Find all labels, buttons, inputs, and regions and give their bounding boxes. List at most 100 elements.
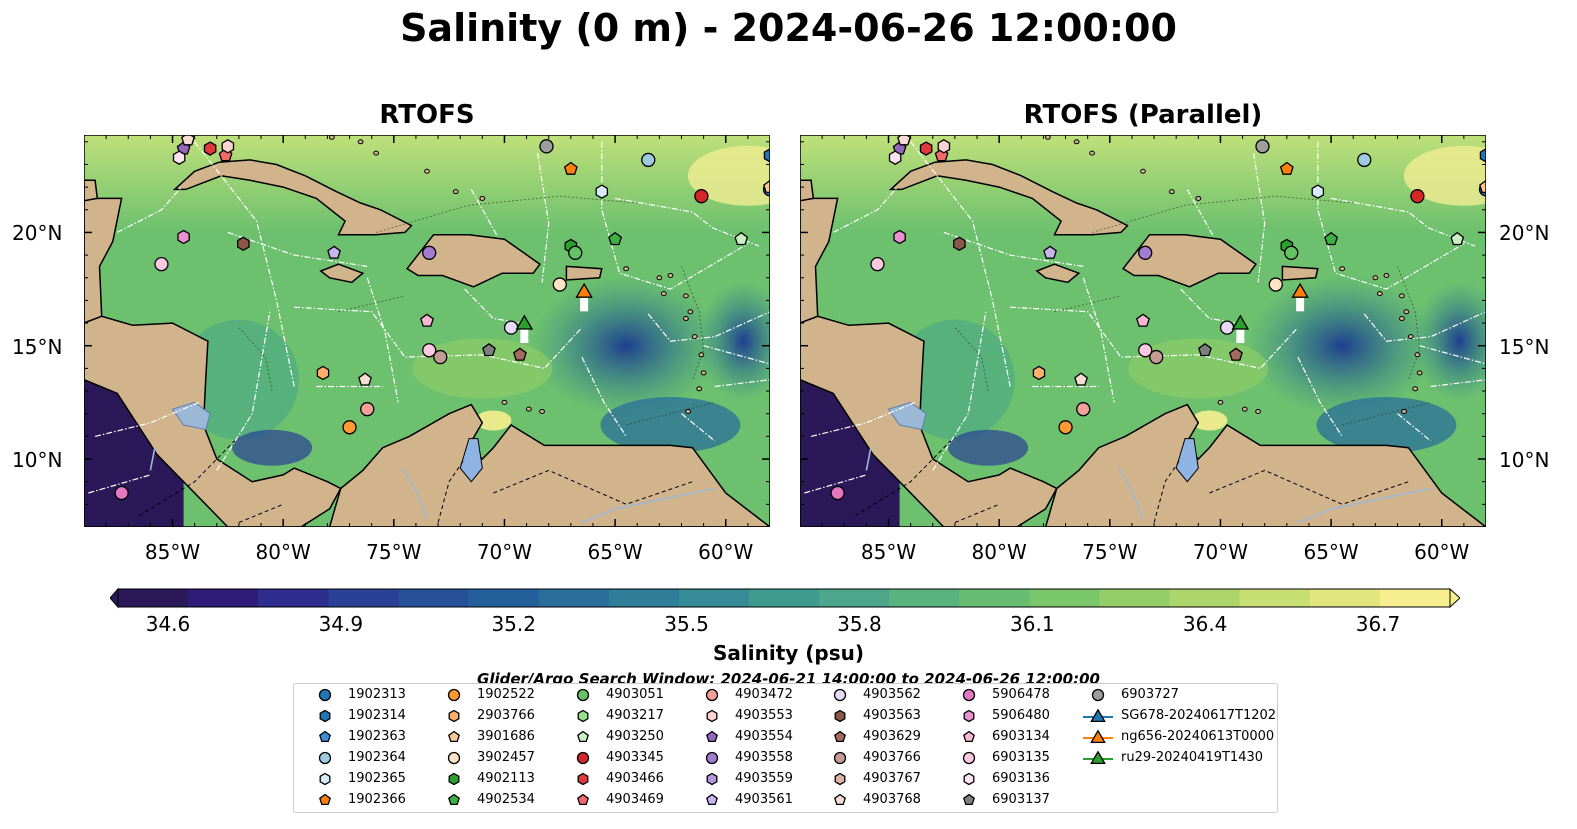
float-marker-4902534 xyxy=(608,231,623,246)
legend-label: 4903558 xyxy=(735,750,793,765)
colorbar-extend-low xyxy=(110,587,119,609)
float-marker-4903561 xyxy=(1043,245,1057,259)
legend-label: 1902364 xyxy=(348,750,406,765)
colorbar-extend-high xyxy=(1449,587,1460,609)
legend-circle-marker xyxy=(318,688,332,702)
float-marker-1902364 xyxy=(641,152,656,168)
legend-pentagon-marker xyxy=(319,793,331,806)
float-marker-1902366 xyxy=(563,161,578,175)
lon-label-right-80w: 80°W xyxy=(971,540,1027,564)
lat-label-right-15n: 15°N xyxy=(1499,335,1550,359)
legend-marker-pentagon xyxy=(963,730,975,743)
float-marker-1902522 xyxy=(342,420,357,435)
float-marker-4903051 xyxy=(568,245,583,260)
legend-hexagon-marker xyxy=(834,772,846,786)
colorbar-segment xyxy=(678,589,750,607)
legend-marker-pentagon xyxy=(319,730,331,743)
map-panel-rtofs[interactable] xyxy=(83,132,808,528)
float-marker-6903135 xyxy=(1138,343,1153,358)
legend-circle-marker xyxy=(705,751,719,765)
legend-circle-marker xyxy=(318,751,332,765)
legend-marker-hexagon xyxy=(577,709,589,723)
float-marker-4903563 xyxy=(237,236,250,252)
legend-marker-pentagon xyxy=(706,793,718,806)
legend-label: 4903559 xyxy=(735,771,793,786)
legend-marker-triangle-line xyxy=(1083,729,1113,744)
legend-marker-pentagon xyxy=(706,730,718,743)
legend-label: 4902113 xyxy=(477,771,535,786)
float-marker-6903135 xyxy=(422,343,437,358)
colorbar-segment xyxy=(1379,589,1451,607)
legend-marker-hexagon xyxy=(963,772,975,786)
legend-marker-hexagon xyxy=(448,709,460,723)
float-marker-4903629 xyxy=(1229,347,1243,361)
legend-label: 6903727 xyxy=(1121,687,1179,702)
legend-label: 1902313 xyxy=(348,687,406,702)
float-marker-4903768 xyxy=(897,132,911,146)
legend-pentagon-marker xyxy=(577,730,589,743)
legend-marker-circle xyxy=(447,688,461,702)
legend-hexagon-marker xyxy=(963,709,975,723)
legend-label: 6903135 xyxy=(992,750,1050,765)
legend-label: 4903554 xyxy=(735,729,793,744)
float-marker-4903563 xyxy=(953,236,966,252)
colorbar-segment xyxy=(1169,589,1241,607)
panel-title-rtofs-parallel: RTOFS (Parallel) xyxy=(1023,100,1263,130)
legend-marker-circle xyxy=(576,688,590,702)
lon-label-right-85w: 85°W xyxy=(860,540,917,564)
colorbar-segment xyxy=(1309,589,1381,607)
float-marker-4903472 xyxy=(360,402,375,417)
legend-label: ru29-20240419T1430 xyxy=(1121,750,1264,765)
legend-hexagon-marker xyxy=(319,709,331,723)
float-marker-3902457 xyxy=(552,277,567,292)
colorbar-tick-label: 34.9 xyxy=(318,612,364,636)
legend-hexagon-marker xyxy=(577,709,589,723)
legend-marker-hexagon xyxy=(448,772,460,786)
colorbar-segment xyxy=(1099,589,1171,607)
legend-marker-circle xyxy=(576,751,590,765)
lat-label-left-20n: 20°N xyxy=(12,221,63,245)
legend-label: 4903766 xyxy=(863,750,921,765)
legend-marker-circle xyxy=(962,751,976,765)
legend-circle-marker xyxy=(576,751,590,765)
legend-marker-pentagon xyxy=(319,793,331,806)
legend-label: 1902366 xyxy=(348,792,406,807)
legend-marker-circle xyxy=(1091,688,1105,702)
map-panel-rtofs-parallel[interactable] xyxy=(799,132,1524,528)
float-marker-2903766 xyxy=(316,365,330,381)
colorbar-segment xyxy=(1029,589,1100,607)
lon-label-left-80w: 80°W xyxy=(255,540,311,564)
float-marker-6903137 xyxy=(482,342,496,357)
colorbar-tick-label: 36.4 xyxy=(1182,612,1228,636)
legend-marker-pentagon xyxy=(577,793,589,806)
legend-marker-pentagon xyxy=(834,730,846,743)
legend-label: 1902314 xyxy=(348,708,406,723)
legend-label: 4903051 xyxy=(606,687,664,702)
lat-label-left-15n: 15°N xyxy=(12,335,63,359)
legend-marker-triangle-line xyxy=(1083,750,1113,765)
legend-circle-marker xyxy=(833,688,847,702)
colorbar-segment xyxy=(398,589,470,607)
salinity-map-rtofs[interactable] xyxy=(83,132,808,528)
float-marker-3902457 xyxy=(1268,277,1283,292)
legend-marker-pentagon xyxy=(448,793,460,806)
float-marker-6903134 xyxy=(1136,313,1150,327)
legend-pentagon-marker xyxy=(448,793,460,806)
legend-hexagon-marker xyxy=(577,772,589,786)
colorbar-segment xyxy=(328,589,399,607)
panel-title-rtofs: RTOFS xyxy=(379,100,475,130)
float-marker-6903727 xyxy=(1255,139,1270,154)
float-marker-4903250 xyxy=(734,231,749,246)
lon-label-left-65w: 65°W xyxy=(587,540,643,564)
float-marker-2903766 xyxy=(1032,365,1046,381)
legend-marker-hexagon xyxy=(706,709,718,723)
legend-marker-pentagon xyxy=(834,793,846,806)
legend-triangle-marker xyxy=(1090,729,1106,744)
lat-label-right-10n: 10°N xyxy=(1499,448,1550,472)
float-marker-5906480 xyxy=(177,229,190,245)
lat-label-right-20n: 20°N xyxy=(1499,221,1550,245)
legend-marker-hexagon xyxy=(319,709,331,723)
salinity-map-rtofs-parallel[interactable] xyxy=(799,132,1524,528)
legend-triangle-marker xyxy=(1090,750,1106,765)
legend-circle-marker xyxy=(447,751,461,765)
